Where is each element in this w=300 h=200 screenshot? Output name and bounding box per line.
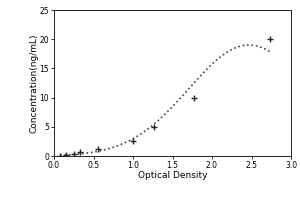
Y-axis label: Concentration(ng/mL): Concentration(ng/mL) bbox=[29, 33, 38, 133]
X-axis label: Optical Density: Optical Density bbox=[138, 171, 207, 180]
